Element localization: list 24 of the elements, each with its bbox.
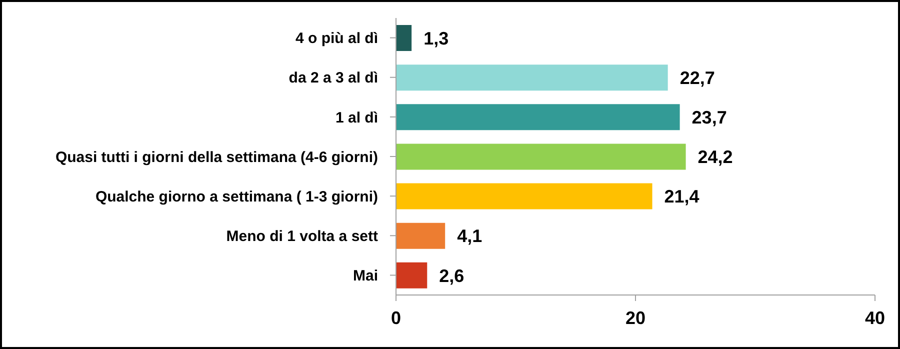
data-label: 2,6 [439, 266, 464, 286]
bar [396, 104, 680, 130]
bar [396, 183, 652, 210]
bar [396, 144, 686, 170]
data-label: 22,7 [680, 68, 715, 88]
data-label: 23,7 [692, 108, 727, 128]
x-tick-label: 20 [625, 308, 646, 328]
x-tick-label: 0 [390, 308, 402, 328]
data-label: 21,4 [664, 186, 700, 207]
bar [396, 262, 428, 288]
y-tick-label: Meno di 1 volta a sett [226, 228, 378, 245]
data-label: 4,1 [457, 226, 482, 246]
y-tick-label: Qualche giorno a settimana ( 1-3 giorni) [95, 188, 378, 206]
y-tick-label: 4 o più al dì [295, 30, 378, 48]
x-tick-label: 40 [864, 308, 886, 328]
y-tick-label: Mai [352, 268, 378, 285]
data-label: 24,2 [698, 147, 733, 168]
bar [396, 25, 412, 51]
y-tick-label: Quasi tutti i giorni della settimana (4-6 giorni) [55, 148, 378, 166]
y-tick-label: 1 al dì [335, 109, 378, 126]
data-label: 1,3 [424, 28, 449, 48]
bar [396, 64, 668, 91]
y-tick-label: da 2 a 3 al dì [288, 70, 378, 87]
bar [396, 222, 446, 249]
